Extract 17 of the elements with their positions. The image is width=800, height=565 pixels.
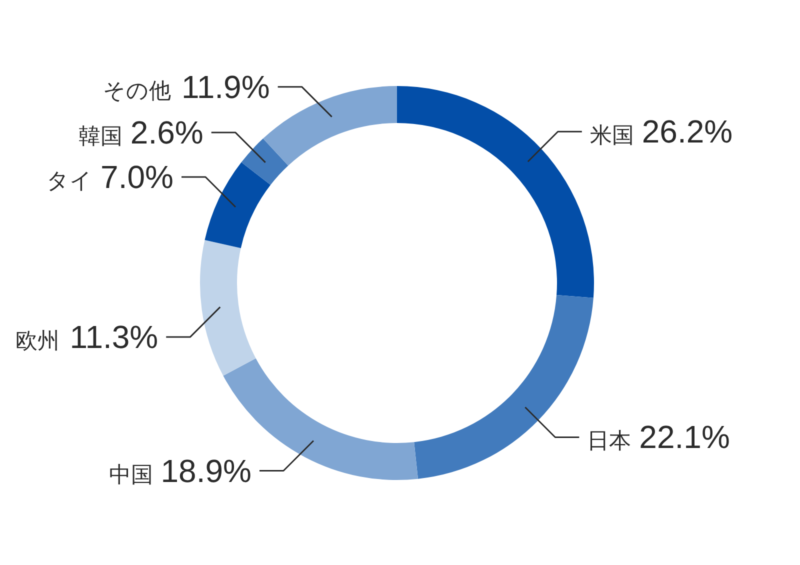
donut-slice	[241, 138, 288, 185]
data-label: 22.1%	[639, 419, 730, 456]
slice-label: 日本	[587, 428, 632, 454]
slice-label: 韓国	[78, 123, 122, 148]
data-label: 11.3%	[70, 319, 158, 356]
data-label: 18.9%	[160, 452, 252, 489]
slice-label: 欧州	[15, 328, 60, 354]
slice-label: 中国	[108, 462, 153, 487]
donut-slice	[204, 162, 271, 248]
data-label: 7.0%	[100, 159, 174, 195]
slice-label: タイ	[46, 168, 93, 193]
data-label: 26.2%	[642, 114, 733, 150]
data-label: 2.6%	[130, 114, 204, 150]
slice-label: その他	[103, 78, 172, 103]
donut-slice	[200, 240, 256, 376]
data-label: 11.9%	[181, 68, 270, 105]
slice-label: 米国	[590, 122, 634, 148]
